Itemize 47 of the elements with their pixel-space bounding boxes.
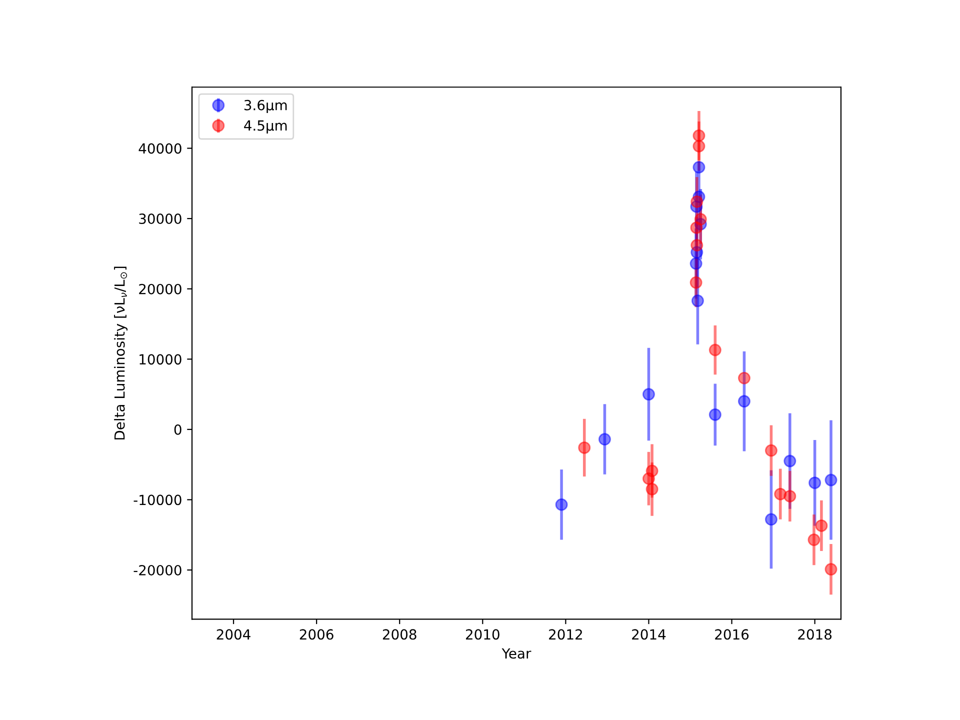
point [646, 464, 658, 478]
x-axis-title: Year [502, 648, 532, 659]
point [708, 344, 722, 356]
x-tick-label: 2012 [549, 629, 582, 640]
point [808, 534, 820, 546]
point [738, 372, 750, 384]
x-tick-label: 2018 [798, 629, 832, 640]
y-axis-title: Delta Luminosity [νL$_{ν}$/L$_{⊙}$] [114, 266, 128, 440]
point [642, 388, 655, 401]
point [692, 140, 706, 152]
y-tick-label: 40000 [138, 143, 182, 154]
point [815, 519, 828, 532]
y-tick-label: -10000 [134, 494, 182, 506]
point [690, 239, 704, 252]
x-tick-label: 2004 [216, 629, 250, 640]
point [692, 129, 706, 142]
y-tick-label: 10000 [140, 354, 182, 365]
point [598, 433, 611, 446]
point [690, 276, 702, 289]
point [784, 454, 796, 468]
point [764, 513, 778, 526]
y-tick-label: 0 [174, 424, 182, 435]
point [708, 408, 722, 421]
y-tick-label: -20000 [134, 564, 182, 576]
point [690, 221, 703, 234]
point [646, 482, 658, 496]
y-tick-label: 20000 [139, 284, 182, 294]
x-tick-label: 2016 [715, 629, 749, 640]
point [691, 294, 704, 308]
point [824, 563, 838, 576]
x-tick-label: 2014 [632, 629, 666, 640]
x-tick-label: 2008 [382, 629, 416, 640]
point [692, 161, 706, 174]
point [808, 476, 822, 490]
point [555, 498, 568, 511]
legend-label: 4.5μm [244, 120, 287, 134]
legend-label: 3.6μm [244, 100, 287, 114]
x-tick-label: 2006 [300, 629, 334, 640]
point [578, 441, 591, 454]
x-tick-label: 2010 [466, 629, 500, 640]
point [690, 195, 704, 208]
point [764, 444, 778, 457]
point [824, 474, 838, 486]
y-tick-label: 30000 [139, 214, 182, 224]
point [738, 395, 750, 408]
point [784, 490, 796, 502]
point [690, 257, 702, 270]
